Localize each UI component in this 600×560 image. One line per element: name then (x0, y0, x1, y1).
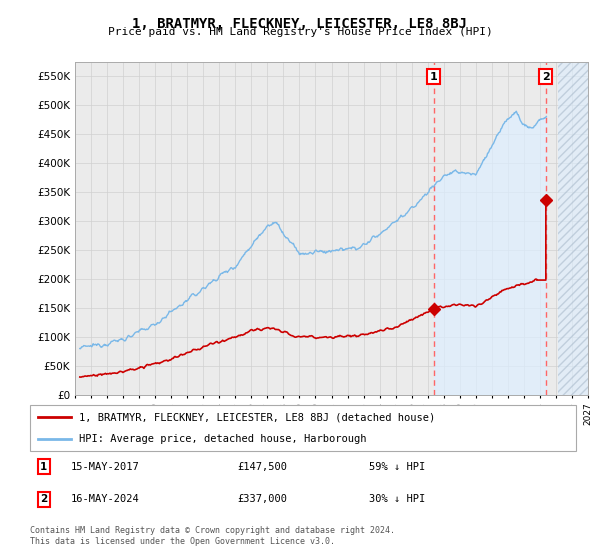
Text: £337,000: £337,000 (238, 494, 287, 505)
Text: 1: 1 (40, 461, 47, 472)
Text: Price paid vs. HM Land Registry's House Price Index (HPI): Price paid vs. HM Land Registry's House … (107, 27, 493, 37)
Text: 59% ↓ HPI: 59% ↓ HPI (368, 461, 425, 472)
Text: 30% ↓ HPI: 30% ↓ HPI (368, 494, 425, 505)
Text: 15-MAY-2017: 15-MAY-2017 (71, 461, 140, 472)
Text: Contains HM Land Registry data © Crown copyright and database right 2024.
This d: Contains HM Land Registry data © Crown c… (30, 526, 395, 546)
Text: 2: 2 (40, 494, 47, 505)
Text: HPI: Average price, detached house, Harborough: HPI: Average price, detached house, Harb… (79, 435, 367, 444)
Text: 1: 1 (430, 72, 437, 82)
Text: 1, BRATMYR, FLECKNEY, LEICESTER, LE8 8BJ (detached house): 1, BRATMYR, FLECKNEY, LEICESTER, LE8 8BJ… (79, 412, 436, 422)
Text: £147,500: £147,500 (238, 461, 287, 472)
Text: 1, BRATMYR, FLECKNEY, LEICESTER, LE8 8BJ: 1, BRATMYR, FLECKNEY, LEICESTER, LE8 8BJ (133, 17, 467, 31)
Text: 2: 2 (542, 72, 550, 82)
Text: 16-MAY-2024: 16-MAY-2024 (71, 494, 140, 505)
FancyBboxPatch shape (30, 405, 576, 451)
Polygon shape (557, 62, 588, 395)
